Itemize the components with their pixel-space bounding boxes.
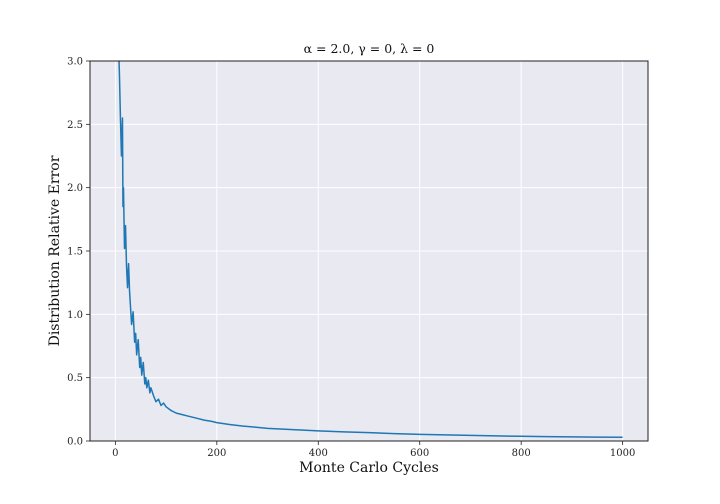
y-tick-label: 2.0	[67, 183, 83, 194]
x-tick-label: 200	[207, 448, 226, 459]
x-tick-label: 800	[512, 448, 531, 459]
y-tick-label: 0.0	[67, 437, 83, 448]
grid	[90, 60, 648, 442]
y-tick-label: 1.0	[67, 310, 83, 321]
ticks: 0 200 400 600 800 1000 0.0 0.5 1.0 1.5 2.0 2.5 3.0	[67, 57, 635, 460]
data-series-line	[118, 61, 623, 438]
x-tick-label: 1000	[610, 448, 635, 459]
x-axis-label: Monte Carlo Cycles	[299, 460, 439, 476]
y-axis-label: Distribution Relative Error	[47, 155, 63, 346]
y-tick-label: 2.5	[67, 120, 83, 131]
y-tick-label: 1.5	[67, 247, 83, 258]
x-tick-label: 0	[112, 448, 118, 459]
y-tick-label: 3.0	[67, 57, 83, 68]
x-tick-label: 400	[309, 448, 328, 459]
y-tick-label: 0.5	[67, 373, 83, 384]
chart-title: α = 2.0, γ = 0, λ = 0	[304, 41, 435, 56]
x-tick-label: 600	[410, 448, 429, 459]
